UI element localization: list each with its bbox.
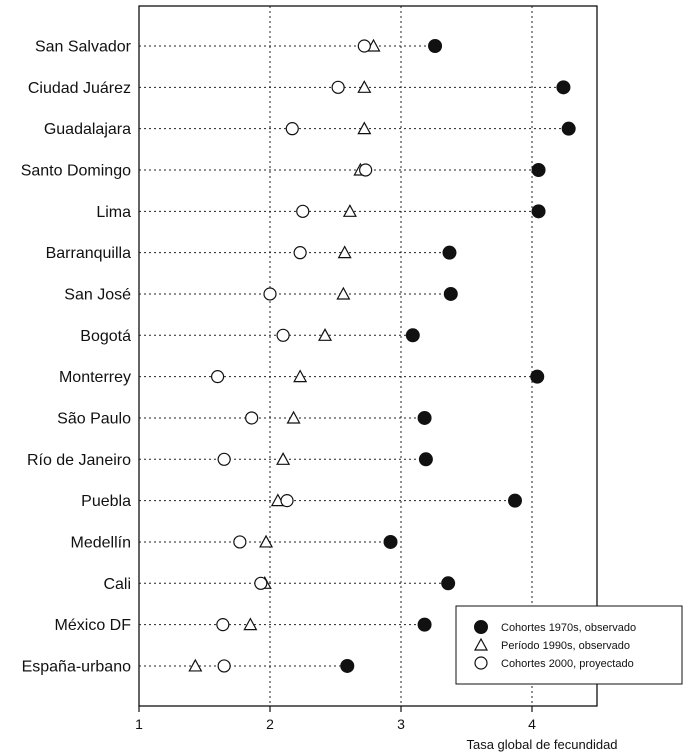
category-label: Puebla — [81, 493, 131, 510]
marker-triangle — [286, 410, 301, 424]
marker-open-circle — [211, 370, 225, 384]
legend-marker-open-circle — [474, 656, 488, 670]
marker-open-circle — [285, 122, 299, 136]
x-tick-label: 2 — [266, 716, 274, 732]
category-label: Lima — [96, 204, 131, 221]
legend: Cohortes 1970s, observado Período 1990s, … — [455, 605, 683, 685]
category-label: Monterrey — [59, 369, 131, 386]
category-label: São Paulo — [57, 410, 131, 427]
row-5: Barranquilla — [46, 245, 457, 262]
marker-open-circle — [293, 246, 307, 260]
marker-filled-circle — [530, 369, 545, 384]
marker-open-circle — [331, 80, 345, 94]
row-9: São Paulo — [57, 410, 432, 427]
plot-frame — [138, 5, 598, 707]
marker-open-circle — [359, 163, 373, 177]
marker-filled-circle — [383, 534, 398, 549]
category-label: Cali — [103, 576, 131, 593]
marker-filled-circle — [507, 493, 522, 508]
row-2: Guadalajara — [44, 121, 576, 138]
category-label: Guadalajara — [44, 121, 131, 138]
category-label: España-urbano — [22, 658, 132, 675]
marker-open-circle — [217, 452, 231, 466]
marker-triangle — [318, 328, 333, 341]
marker-open-circle — [217, 659, 231, 673]
row-12: Medellín — [71, 534, 398, 551]
marker-filled-circle — [428, 39, 443, 53]
marker-filled-circle — [417, 410, 432, 425]
x-axis-title: Tasa global de fecundidad — [466, 737, 617, 752]
row-0: San Salvador — [35, 39, 443, 56]
category-label: Barranquilla — [46, 245, 131, 262]
legend-box — [455, 605, 683, 685]
category-label: México DF — [55, 617, 132, 634]
legend-label: Período 1990s, observado — [501, 640, 630, 652]
marker-filled-circle — [561, 121, 576, 136]
category-label: Medellín — [71, 534, 131, 551]
plot-frame-layer — [138, 5, 598, 707]
marker-triangle — [357, 80, 372, 93]
marker-triangle — [188, 658, 203, 672]
marker-open-circle — [233, 535, 247, 549]
row-15: España-urbano — [22, 658, 355, 675]
marker-triangle — [276, 452, 291, 465]
x-tick-label: 3 — [397, 716, 405, 732]
marker-open-circle — [254, 576, 268, 590]
category-label: Río de Janeiro — [27, 452, 131, 469]
x-tick-label: 4 — [528, 716, 536, 732]
row-3: Santo Domingo — [21, 162, 546, 179]
marker-open-circle — [296, 204, 310, 218]
marker-filled-circle — [556, 80, 571, 95]
row-10: Río de Janeiro — [27, 452, 433, 469]
category-label: San Salvador — [35, 39, 132, 56]
marker-triangle — [243, 617, 258, 631]
rows-layer: San Salvador Ciudad Juárez Guadalajara Sant… — [21, 39, 576, 675]
row-13: Cali — [103, 576, 456, 593]
row-14: México DF — [55, 617, 432, 634]
marker-filled-circle — [418, 452, 433, 467]
row-11: Puebla — [81, 493, 522, 510]
marker-filled-circle — [340, 658, 355, 673]
marker-open-circle — [280, 494, 294, 508]
row-6: San José — [64, 286, 458, 303]
category-label: San José — [64, 286, 131, 303]
marker-filled-circle — [531, 162, 546, 177]
row-7: Bogotá — [80, 328, 420, 345]
marker-triangle — [293, 369, 308, 383]
category-label: Ciudad Juárez — [28, 80, 131, 97]
marker-filled-circle — [443, 286, 458, 301]
marker-open-circle — [276, 328, 290, 342]
marker-filled-circle — [442, 245, 457, 260]
x-tick-label: 1 — [135, 716, 143, 732]
marker-filled-circle — [531, 204, 546, 219]
legend-label: Cohortes 2000, proyectado — [501, 658, 634, 670]
row-8: Monterrey — [59, 369, 545, 386]
marker-open-circle — [245, 411, 259, 425]
grid-layer — [269, 6, 533, 706]
marker-triangle — [337, 245, 352, 259]
legend-marker-filled-circle — [474, 620, 488, 634]
marker-filled-circle — [417, 617, 432, 632]
x-axis-layer: 1 2 3 4 — [135, 706, 536, 732]
marker-open-circle — [263, 287, 277, 301]
legend-marker-triangle — [473, 637, 489, 651]
marker-filled-circle — [405, 328, 420, 343]
row-1: Ciudad Juárez — [28, 80, 571, 97]
legend-label: Cohortes 1970s, observado — [501, 622, 636, 634]
marker-triangle — [342, 204, 357, 217]
marker-triangle — [357, 121, 372, 135]
marker-open-circle — [357, 39, 371, 53]
marker-filled-circle — [441, 576, 456, 591]
marker-triangle — [336, 286, 351, 300]
category-label: Santo Domingo — [21, 162, 131, 179]
marker-triangle — [259, 534, 274, 548]
category-label: Bogotá — [80, 328, 131, 345]
row-4: Lima — [96, 204, 546, 221]
marker-open-circle — [216, 618, 230, 632]
